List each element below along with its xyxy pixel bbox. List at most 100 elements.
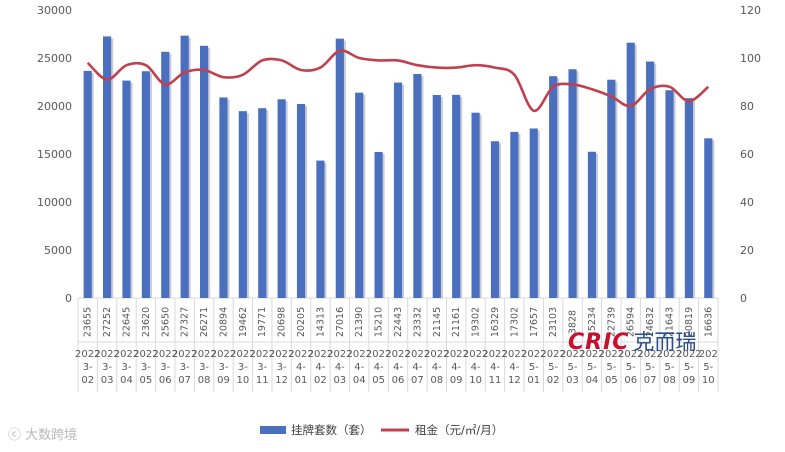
bar [277,99,286,299]
bar [471,112,480,298]
x-category-label: 4- [354,362,364,373]
bar [83,70,92,298]
x-category-label: 05 [140,375,153,386]
watermark: ⓒ 大数跨境 [8,424,77,443]
x-category-label: 02 [547,375,560,386]
x-category-label: 2022 [521,349,546,360]
x-category-label: 03 [101,375,114,386]
brand-logo: CRIC 克而瑞 [568,326,696,356]
bar-value-label: 22739 [606,307,617,337]
bar-value-label: 21643 [665,307,676,337]
legend-bar-swatch [260,426,286,434]
bar [199,45,209,298]
x-category-label: 2022 [308,349,333,360]
x-category-label: 03 [566,375,579,386]
x-category-label: 4- [451,362,461,373]
x-category-label: 06 [159,375,172,386]
x-category-label: 2022 [172,349,197,360]
bar [510,131,519,298]
x-category-label: 05 [372,375,385,386]
x-category-label: 09 [683,375,696,386]
x-category-label: 10 [702,375,715,386]
bar-value-labels: 23655 27252 22645 23620 25650 27327 26271 20894… [83,307,715,337]
x-category-label: 2022 [560,349,585,360]
y-right-tick-label: 20 [740,244,754,257]
y-left-tick-label: 5000 [44,244,72,257]
bar [432,95,441,299]
x-category-label: 08 [430,375,443,386]
bar-value-label: 17302 [509,307,520,337]
x-category-label: 07 [644,375,657,386]
x-category-label: 2022 [405,349,430,360]
x-category-label: 2022 [579,349,604,360]
bar-value-label: 20819 [684,307,695,337]
x-category-label: 2022 [191,349,216,360]
x-category-label: 4- [412,362,422,373]
bar-value-label: 27327 [180,307,191,337]
x-category-label: 5- [626,362,636,373]
x-category-label: 2022 [133,349,158,360]
x-category-label: 10 [236,375,249,386]
x-category-label: 5- [548,362,558,373]
x-category-label: 3- [277,362,287,373]
x-category-label: 2022 [366,349,391,360]
bar [180,35,189,299]
y-right-tick-label: 60 [740,148,754,161]
x-category-label: 10 [469,375,482,386]
bar-value-label: 23332 [412,307,423,337]
x-category-label: 4- [374,362,384,373]
bar-value-label: 26594 [626,307,637,337]
bar [529,128,538,298]
bar [490,141,500,298]
bar [646,61,655,298]
bar-value-label: 17657 [529,307,540,337]
x-category-label: 2022 [482,349,507,360]
bar [316,160,325,298]
bar-value-label: 23103 [548,307,559,337]
x-category-label: 4- [315,362,325,373]
x-category-label: 4- [490,362,500,373]
bar-series [83,35,715,299]
x-category-label: 01 [295,375,308,386]
x-category-label: 2022 [288,349,313,360]
bar [335,38,344,299]
bar [684,98,693,298]
bar-value-label: 23655 [83,307,94,337]
x-category-label: 3- [180,362,190,373]
bar-value-label: 16329 [490,307,501,337]
x-category-label: 4- [296,362,306,373]
x-category-label: 4- [335,362,345,373]
watermark-icon: ⓒ [8,428,22,443]
legend-line-label: 租金（元/㎡/月） [415,423,503,437]
bar [568,69,577,299]
x-category-label: 08 [663,375,676,386]
x-category-label: 5- [703,362,713,373]
x-category-label: 2022 [75,349,100,360]
y-left-tick-label: 0 [65,292,72,305]
x-category-label: 07 [178,375,191,386]
x-category-label: 08 [198,375,211,386]
bar-value-label: 23620 [141,307,152,337]
x-category-label: 2022 [443,349,468,360]
x-category-label: 3- [218,362,228,373]
bar-value-label: 21161 [451,307,462,337]
x-category-label: 3- [199,362,209,373]
x-category-label: 202 [699,349,718,360]
bar [665,90,674,298]
x-category-label: 12 [275,375,288,386]
bar-value-label: 16636 [703,307,714,337]
y-left-tick-label: 15000 [37,148,72,161]
x-category-label: 04 [586,375,599,386]
bar [626,42,635,298]
bar [219,97,228,298]
x-axis-categories: 20223-0220223-0320223-0420223-0520223-06… [75,298,719,392]
x-category-label: 5- [684,362,694,373]
x-category-label: 12 [508,375,521,386]
bar [607,79,616,298]
x-category-label: 2022 [676,349,701,360]
x-category-label: 04 [353,375,366,386]
x-category-label: 3- [160,362,170,373]
bar [452,94,461,298]
